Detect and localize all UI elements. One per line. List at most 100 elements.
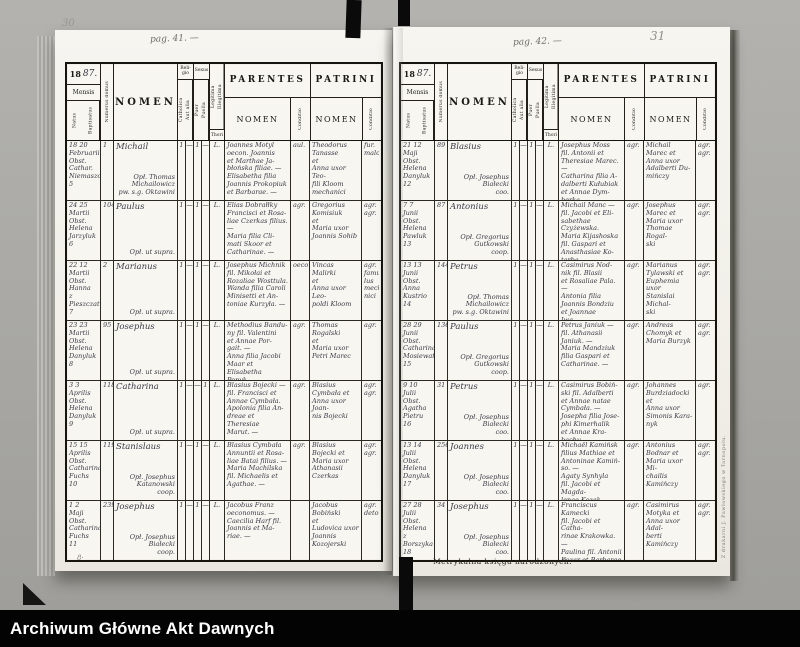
cell-patrini: Antonius Bodnar et Maria uxor Mi- chaili… bbox=[644, 441, 696, 500]
page-stack-left-edge bbox=[37, 36, 55, 576]
thori-label: Thori bbox=[210, 129, 224, 140]
cell-parents-conditio: agr. bbox=[291, 201, 310, 260]
child-name: Joannes bbox=[450, 442, 484, 452]
cell-patrini-conditio: agr. agr. bbox=[698, 441, 711, 457]
cell-parents-conditio: agr. bbox=[625, 501, 644, 560]
year-printed: 18 bbox=[69, 69, 81, 79]
cell-parents-conditio: agr. bbox=[625, 261, 644, 320]
baptizer-note: Opł. ut supra. bbox=[129, 248, 175, 257]
cell-mark-aut-alia: — bbox=[520, 261, 528, 320]
child-name: Petrus bbox=[450, 262, 478, 272]
puer-label: Puer bbox=[195, 104, 200, 116]
register-page-left: 18 87. Mensis Natus Baptisatus Numerus dom… bbox=[55, 30, 392, 571]
baptizer-note: Opł. Josephus Białecki coo. bbox=[463, 412, 509, 437]
book-caption: Metrykalna księga narodzonych. bbox=[433, 557, 573, 566]
book-block-right-edge bbox=[730, 30, 740, 581]
cell-mark-legitima: L. bbox=[544, 381, 559, 440]
parentes-label: PARENTES bbox=[559, 64, 644, 98]
register-row: 9 10 Julii Obst. Agatha Pietru 16 31 Pet… bbox=[401, 381, 715, 441]
cell-dates: 22 12 Martii Obst. Hanna z Pieszczat 7 bbox=[67, 261, 101, 320]
header-nomen: NOMEN bbox=[114, 64, 178, 140]
cell-parents-conditio: agr. bbox=[625, 441, 644, 500]
cell-dates: 13 14 Julii Obst. Helena Danyluk 17 bbox=[401, 441, 435, 500]
header-legitima-group: Legitima Illegitima Thori bbox=[210, 64, 225, 140]
child-name: Petrus bbox=[450, 382, 478, 392]
baptizer-note: Opł. ut supra. bbox=[129, 368, 175, 377]
aut-alia-label: Aut alia bbox=[185, 80, 193, 140]
cell-mark-puer: 1 bbox=[528, 261, 536, 320]
baptizer-note: Opł. ut supra. bbox=[129, 308, 175, 317]
cell-mark-legitima: L. bbox=[544, 501, 559, 560]
cell-name: Josephus Opł. ut supra. bbox=[114, 321, 178, 380]
conditio-label: Conditio bbox=[369, 108, 374, 130]
sexus-label: Sexus bbox=[528, 64, 543, 80]
cell-mark-catholica: 1 bbox=[512, 441, 520, 500]
cell-mark-legitima: L. bbox=[210, 441, 225, 500]
catholica-label: Catholica bbox=[513, 97, 518, 123]
cell-patrini-conditio: agr. bbox=[698, 381, 711, 389]
catholica-label: Catholica bbox=[179, 97, 184, 123]
cell-mark-aut-alia: — bbox=[186, 381, 194, 440]
cell-mark-catholica: 1 bbox=[178, 321, 186, 380]
cell-patrini-conditio: agr. detond. bbox=[364, 501, 379, 517]
cell-patrini: Gregorius Komisiuk et Maria uxor Joannis… bbox=[310, 201, 362, 260]
cell-mark-puella: — bbox=[536, 201, 544, 260]
cell-dates: 23 23 Martii Obst. Helena Danyluk 8 bbox=[67, 321, 101, 380]
cell-mark-puer: 1 bbox=[528, 381, 536, 440]
cell-dates: 21 12 Maji Obst. Helena Danyluk 12 bbox=[401, 141, 435, 200]
register-row: 18 20 Februarii Obst. Cathar. Niemaszczu… bbox=[67, 141, 381, 201]
baptisatus-label: Baptisatus bbox=[83, 101, 100, 140]
aut-alia-label: Aut alia bbox=[519, 80, 527, 140]
cell-parents: Josephus Michnik fil. Mikołai et Rozalia… bbox=[225, 261, 291, 320]
cell-name: Josephus Opł. Josephus Białecki coo. bbox=[448, 501, 512, 560]
parentes-label: PARENTES bbox=[225, 64, 310, 98]
cell-house-number: 256 bbox=[435, 441, 448, 500]
cell-mark-legitima: L. bbox=[544, 441, 559, 500]
cell-mark-catholica: 1 bbox=[512, 321, 520, 380]
cell-mark-puella: — bbox=[202, 501, 210, 560]
conditio-label: Conditio bbox=[632, 108, 637, 130]
archive-name-label: Archiwum Główne Akt Dawnych bbox=[10, 618, 275, 638]
header-parentes-group: PARENTES NOMEN Conditio bbox=[559, 64, 645, 140]
cell-parents-conditio: agr. bbox=[625, 141, 644, 200]
parentes-conditio-cell: Conditio bbox=[625, 98, 644, 140]
mensis-label: Mensis bbox=[67, 85, 100, 101]
baptizer-note: Opł. ut supra. bbox=[129, 428, 175, 437]
cell-mark-aut-alia: — bbox=[520, 381, 528, 440]
header-parentes-group: PARENTES NOMEN Conditio bbox=[225, 64, 311, 140]
cell-patrini-conditio: agr. famu- lus mecha- nici bbox=[364, 261, 379, 301]
table-header: 18 87. Mensis Natus Baptisatus Numerus dom… bbox=[67, 64, 381, 141]
natus-label: Natus bbox=[72, 112, 78, 129]
cell-name: Paulus Opł. ut supra. bbox=[114, 201, 178, 260]
numerus-domus-label: Numerus domus bbox=[104, 81, 110, 123]
year-handwritten: 87. bbox=[82, 69, 98, 79]
cell-mark-puer: 1 bbox=[194, 141, 202, 200]
numerus-domus-label: Numerus domus bbox=[438, 81, 444, 123]
cell-dates: 3 3 Aprilis Obst. Helena Danyluk 9 bbox=[67, 381, 101, 440]
year-cell: 18 87. bbox=[67, 64, 100, 85]
register-row: 21 12 Maji Obst. Helena Danyluk 12 89 Bl… bbox=[401, 141, 715, 201]
cell-mark-aut-alia: — bbox=[186, 141, 194, 200]
scan-corner-shadow bbox=[23, 583, 46, 605]
baptizer-note: Opł. Josephus Katanowski coop. bbox=[129, 472, 175, 497]
register-row: 27 28 Julii Obst. Helena z Borszyka 18 3… bbox=[401, 501, 715, 560]
cell-parents: Casimirus Bobiń- ski fil. Adalberti et A… bbox=[559, 381, 625, 440]
patrini-nomen-label: NOMEN bbox=[311, 98, 363, 140]
cell-house-number: 104 bbox=[101, 201, 114, 260]
cell-mark-puer: 1 bbox=[194, 321, 202, 380]
child-name: Blasius bbox=[450, 142, 481, 152]
cell-mark-legitima: L. bbox=[210, 201, 225, 260]
patrini-label: PATRINI bbox=[645, 64, 715, 98]
cell-name: Joannes Opł. Josephus Białecki coo. bbox=[448, 441, 512, 500]
cell-patrini: Jacobus Bobiński et Ludovica uxor Joanni… bbox=[310, 501, 362, 560]
cell-mark-legitima: L. bbox=[544, 321, 559, 380]
cell-mark-legitima: L. bbox=[544, 261, 559, 320]
conditio-label: Conditio bbox=[298, 108, 303, 130]
cell-parents-conditio: aul. bbox=[291, 141, 310, 200]
cell-mark-catholica: 1 bbox=[178, 201, 186, 260]
cell-patrini: Marianus Tylawski et Euphemia uxor Stani… bbox=[644, 261, 696, 320]
baptizer-note: Opł. Thomas Michailowicz pw. s.g. Oktawi… bbox=[118, 172, 175, 197]
cell-mark-puella: — bbox=[536, 381, 544, 440]
cell-name: Paulus Opł. Gregorius Gutkowski coop. bbox=[448, 321, 512, 380]
cell-patrini-conditio: agr. bbox=[364, 321, 377, 329]
